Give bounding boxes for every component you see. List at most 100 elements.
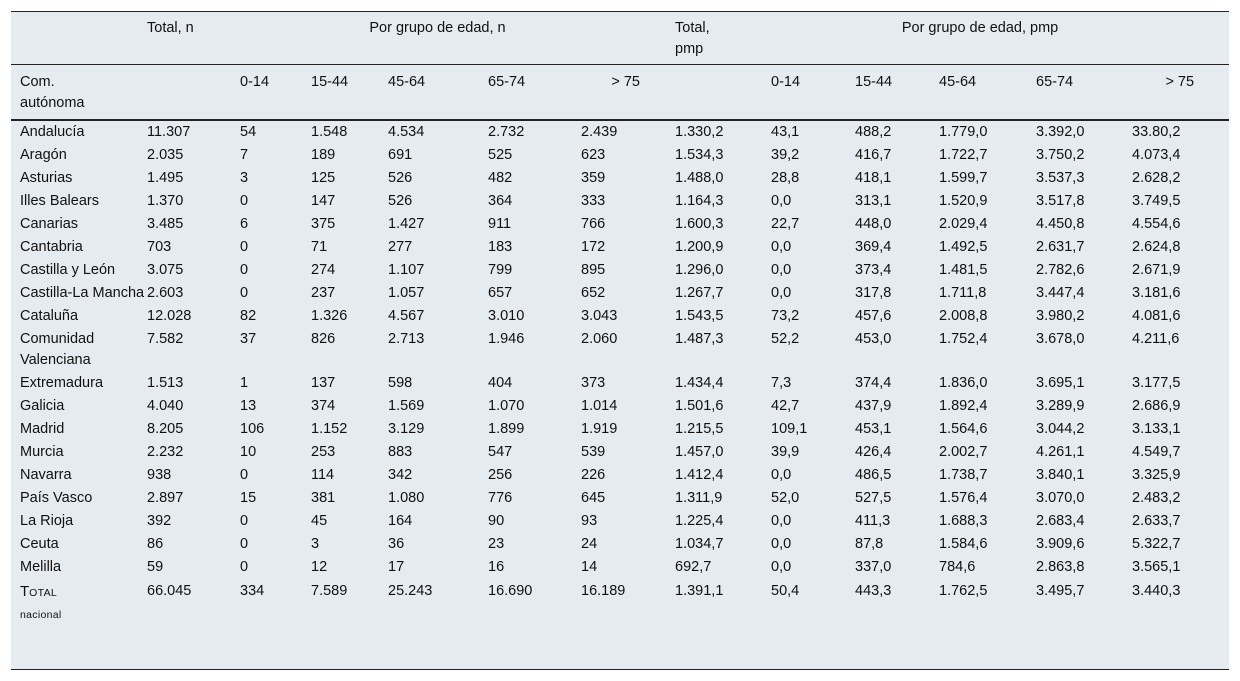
table-cell: 2.863,8: [1036, 559, 1085, 575]
table-cell: 189: [311, 147, 336, 163]
table-cell: 226: [581, 467, 606, 483]
table-cell: 313,1: [855, 193, 892, 209]
table-cell: 4.073,4: [1132, 147, 1181, 163]
region-name: Navarra: [20, 467, 72, 483]
region-name: Galicia: [20, 398, 65, 414]
table-cell: 883: [388, 444, 413, 460]
region-name: Andalucía: [20, 124, 85, 140]
table-cell: 418,1: [855, 170, 892, 186]
table-cell: 1.267,7: [675, 285, 724, 301]
table-cell: 3.044,2: [1036, 421, 1085, 437]
table-cell: 2.483,2: [1132, 490, 1181, 506]
table-cell: 1.080: [388, 490, 425, 506]
table-cell: 274: [311, 262, 336, 278]
region-name: Castilla y León: [20, 262, 116, 278]
table-cell: 0,0: [771, 239, 792, 255]
table-cell: 39,9: [771, 444, 800, 460]
table-cell: 337,0: [855, 559, 892, 575]
region-name: Castilla-La Mancha: [20, 285, 145, 301]
table-cell: 1.946: [488, 331, 525, 347]
table-cell: 1.779,0: [939, 124, 988, 140]
table-cell: 1.412,4: [675, 467, 724, 483]
table-cell: 4.081,6: [1132, 308, 1181, 324]
table-cell: 1.564,6: [939, 421, 988, 437]
header-row-groups: Total, n Por grupo de edad, n Total, pmp…: [11, 12, 1229, 64]
table-cell: 11.307: [147, 124, 191, 140]
table-cell: 4.040: [147, 398, 184, 414]
header-region: Com. autónoma: [11, 63, 147, 121]
table-cell: 16: [488, 559, 505, 575]
table-cell: 1.548: [311, 124, 348, 140]
table-cell: 10: [240, 444, 257, 460]
table-cell: 1.576,4: [939, 490, 988, 506]
table-cell: 453,1: [855, 421, 892, 437]
table-cell: 652: [581, 285, 606, 301]
header-region-line1: Com.: [20, 73, 55, 90]
table-cell: 3.325,9: [1132, 467, 1181, 483]
table-cell: 12: [311, 559, 328, 575]
table-cell: 1.520,9: [939, 193, 988, 209]
region-name: Cataluña: [20, 308, 79, 324]
table-cell: 1.599,7: [939, 170, 988, 186]
table-cell: 416,7: [855, 147, 892, 163]
table-cell: 93: [581, 513, 598, 529]
table-cell: 54: [240, 124, 257, 140]
table-cell: 2.603: [147, 285, 184, 301]
header-band-75-n: > 75: [581, 63, 675, 121]
table-cell: 527,5: [855, 490, 892, 506]
table-cell: 1.688,3: [939, 513, 988, 529]
table-cell: 1.107: [388, 262, 425, 278]
table-cell: 253: [311, 444, 336, 460]
table-cell: 1.215,5: [675, 421, 724, 437]
table-cell: 71: [311, 239, 328, 255]
table-cell: 1.200,9: [675, 239, 724, 255]
table-row: La Rioja 392 0 45 164 90 93 1.225,4 0,0 411,3 1.68…: [11, 510, 1229, 533]
table-cell: 373,4: [855, 262, 892, 278]
region-name: Ceuta: [20, 536, 59, 552]
table-row: Aragón 2.035 7 189 691 525 623 1.534,3 39,2 416,7…: [11, 144, 1229, 167]
table-cell: 0: [240, 262, 249, 278]
table-cell: 42,7: [771, 398, 800, 414]
table-cell: 443,3: [855, 583, 892, 599]
total-label-rest: otal: [29, 587, 58, 599]
table-cell: 12.028: [147, 308, 192, 324]
table-cell: 547: [488, 444, 513, 460]
header-total-pmp-line2: pmp: [675, 41, 704, 57]
table-cell: 2.671,9: [1132, 262, 1181, 278]
table-row: Madrid 8.205 106 1.152 3.129 1.899 1.919 1.215,…: [11, 418, 1229, 441]
table-cell: 0: [240, 467, 249, 483]
region-name: Canarias: [20, 216, 79, 232]
table-cell: 333: [581, 193, 606, 209]
table-cell: 137: [311, 375, 336, 391]
table-cell: 0,0: [771, 285, 792, 301]
table-cell: 90: [488, 513, 505, 529]
table-cell: 2.633,7: [1132, 513, 1181, 529]
region-name: Asturias: [20, 170, 73, 186]
table-cell: 1.391,1: [675, 583, 724, 599]
region-name: La Rioja: [20, 513, 74, 529]
table-cell: 3.495,7: [1036, 583, 1085, 599]
table-cell: 4.211,6: [1132, 331, 1180, 347]
table-cell: 59: [147, 559, 164, 575]
table-cell: 645: [581, 490, 606, 506]
table-cell: 526: [388, 170, 413, 186]
table-cell: 256: [488, 467, 513, 483]
table-cell: 125: [311, 170, 336, 186]
table-cell: 5.322,7: [1132, 536, 1181, 552]
table-row: Castilla y León 3.075 0 274 1.107 799 895 1.296…: [11, 259, 1229, 282]
table-cell: 7,3: [771, 375, 792, 391]
table-cell: 52,0: [771, 490, 800, 506]
table-cell: 359: [581, 170, 606, 186]
region-name: Aragón: [20, 147, 67, 163]
table-cell: 369,4: [855, 239, 892, 255]
table-row: Cantabria 703 0 71 277 183 172 1.200,9 0,0 369,4 1…: [11, 236, 1229, 259]
table-cell: 109,1: [771, 421, 808, 437]
table-cell: 1.762,5: [939, 583, 988, 599]
table-cell: 0,0: [771, 193, 792, 209]
table-row: Illes Balears 1.370 0 147 526 364 333 1.164,3 0,…: [11, 190, 1229, 213]
table-cell: 277: [388, 239, 413, 255]
table-cell: 0,0: [771, 262, 792, 278]
table-cell: 453,0: [855, 331, 892, 347]
table-cell: 1.034,7: [675, 536, 724, 552]
table-cell: 1.370: [147, 193, 184, 209]
